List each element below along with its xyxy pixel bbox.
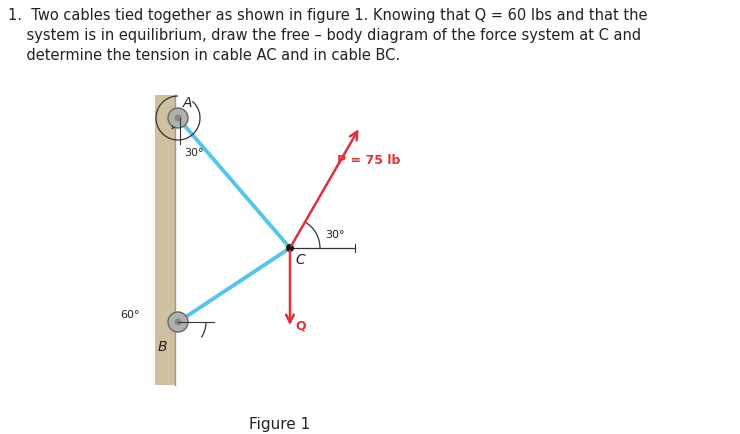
Text: A: A bbox=[183, 96, 192, 110]
Circle shape bbox=[168, 108, 188, 128]
Circle shape bbox=[286, 244, 294, 252]
Text: P = 75 lb: P = 75 lb bbox=[337, 154, 400, 167]
Text: 30°: 30° bbox=[325, 230, 345, 240]
Circle shape bbox=[168, 312, 188, 332]
Text: 1.  Two cables tied together as shown in figure 1. Knowing that Q = 60 lbs and t: 1. Two cables tied together as shown in … bbox=[8, 8, 648, 23]
Bar bbox=[155, 95, 175, 385]
Circle shape bbox=[175, 115, 181, 122]
Circle shape bbox=[175, 319, 181, 326]
Text: determine the tension in cable AC and in cable BC.: determine the tension in cable AC and in… bbox=[8, 48, 400, 63]
Text: C: C bbox=[295, 253, 305, 267]
Text: Q: Q bbox=[295, 319, 306, 332]
Text: B: B bbox=[158, 340, 167, 354]
Text: Figure 1: Figure 1 bbox=[249, 417, 311, 432]
Text: 60°: 60° bbox=[120, 310, 140, 320]
Text: 30°: 30° bbox=[184, 148, 204, 158]
Text: system is in equilibrium, draw the free – body diagram of the force system at C : system is in equilibrium, draw the free … bbox=[8, 28, 641, 43]
